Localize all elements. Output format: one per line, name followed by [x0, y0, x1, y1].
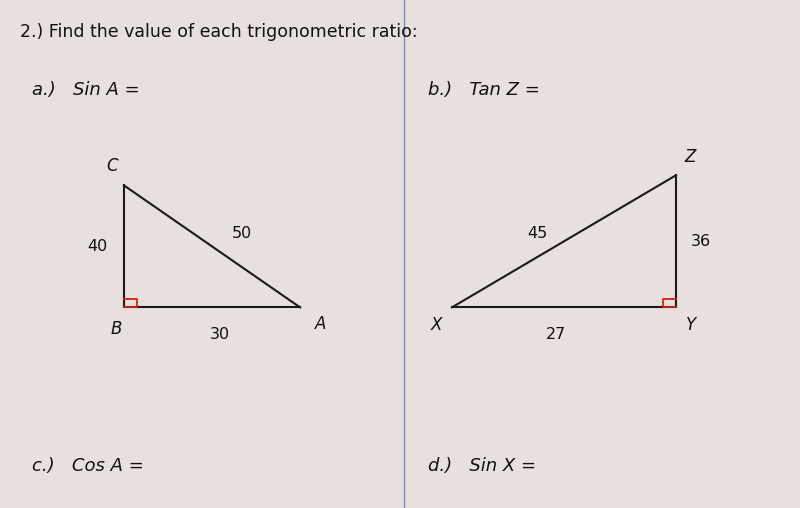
Text: 45: 45	[528, 226, 548, 241]
Text: 40: 40	[88, 239, 108, 254]
Text: 27: 27	[546, 327, 566, 342]
Text: b.)   Tan Z =: b.) Tan Z =	[428, 81, 540, 99]
Text: B: B	[110, 320, 122, 338]
Text: 50: 50	[232, 226, 252, 241]
Text: 36: 36	[690, 234, 710, 249]
Text: C: C	[106, 157, 118, 175]
Text: Y: Y	[686, 316, 696, 334]
Text: c.)   Cos A =: c.) Cos A =	[32, 457, 144, 475]
Text: 2.) Find the value of each trigonometric ratio:: 2.) Find the value of each trigonometric…	[20, 23, 418, 41]
Text: 30: 30	[210, 327, 230, 342]
Text: Z: Z	[684, 148, 695, 166]
Text: A: A	[314, 315, 326, 333]
Text: a.)   Sin A =: a.) Sin A =	[32, 81, 140, 99]
Text: X: X	[431, 316, 442, 334]
Text: d.)   Sin X =: d.) Sin X =	[428, 457, 536, 475]
